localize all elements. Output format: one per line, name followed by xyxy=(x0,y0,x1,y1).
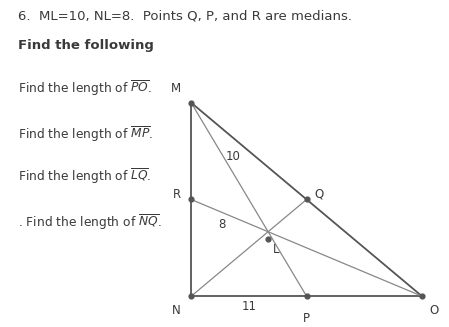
Point xyxy=(188,100,195,105)
Text: 11: 11 xyxy=(242,300,256,313)
Point xyxy=(264,236,272,241)
Text: M: M xyxy=(171,82,181,95)
Text: 10: 10 xyxy=(226,150,241,163)
Text: . Find the length of $\overline{NQ}$.: . Find the length of $\overline{NQ}$. xyxy=(18,213,162,232)
Text: Find the following: Find the following xyxy=(18,39,154,52)
Text: Find the length of $\overline{PO}$.: Find the length of $\overline{PO}$. xyxy=(18,79,152,98)
Text: O: O xyxy=(430,304,439,317)
Point xyxy=(303,294,310,299)
Text: 6.  ML=10, NL=8.  Points Q, P, and R are medians.: 6. ML=10, NL=8. Points Q, P, and R are m… xyxy=(18,10,352,23)
Text: R: R xyxy=(173,188,181,201)
Point xyxy=(188,197,195,202)
Point xyxy=(303,197,310,202)
Text: L: L xyxy=(273,243,280,256)
Text: 8: 8 xyxy=(218,218,225,231)
Text: Find the length of $\overline{LQ}$.: Find the length of $\overline{LQ}$. xyxy=(18,167,151,186)
Text: Q: Q xyxy=(314,188,324,201)
Point xyxy=(188,294,195,299)
Text: N: N xyxy=(172,304,181,317)
Text: Find the length of $\overline{MP}$.: Find the length of $\overline{MP}$. xyxy=(18,125,153,144)
Point xyxy=(418,294,426,299)
Text: P: P xyxy=(303,312,310,325)
